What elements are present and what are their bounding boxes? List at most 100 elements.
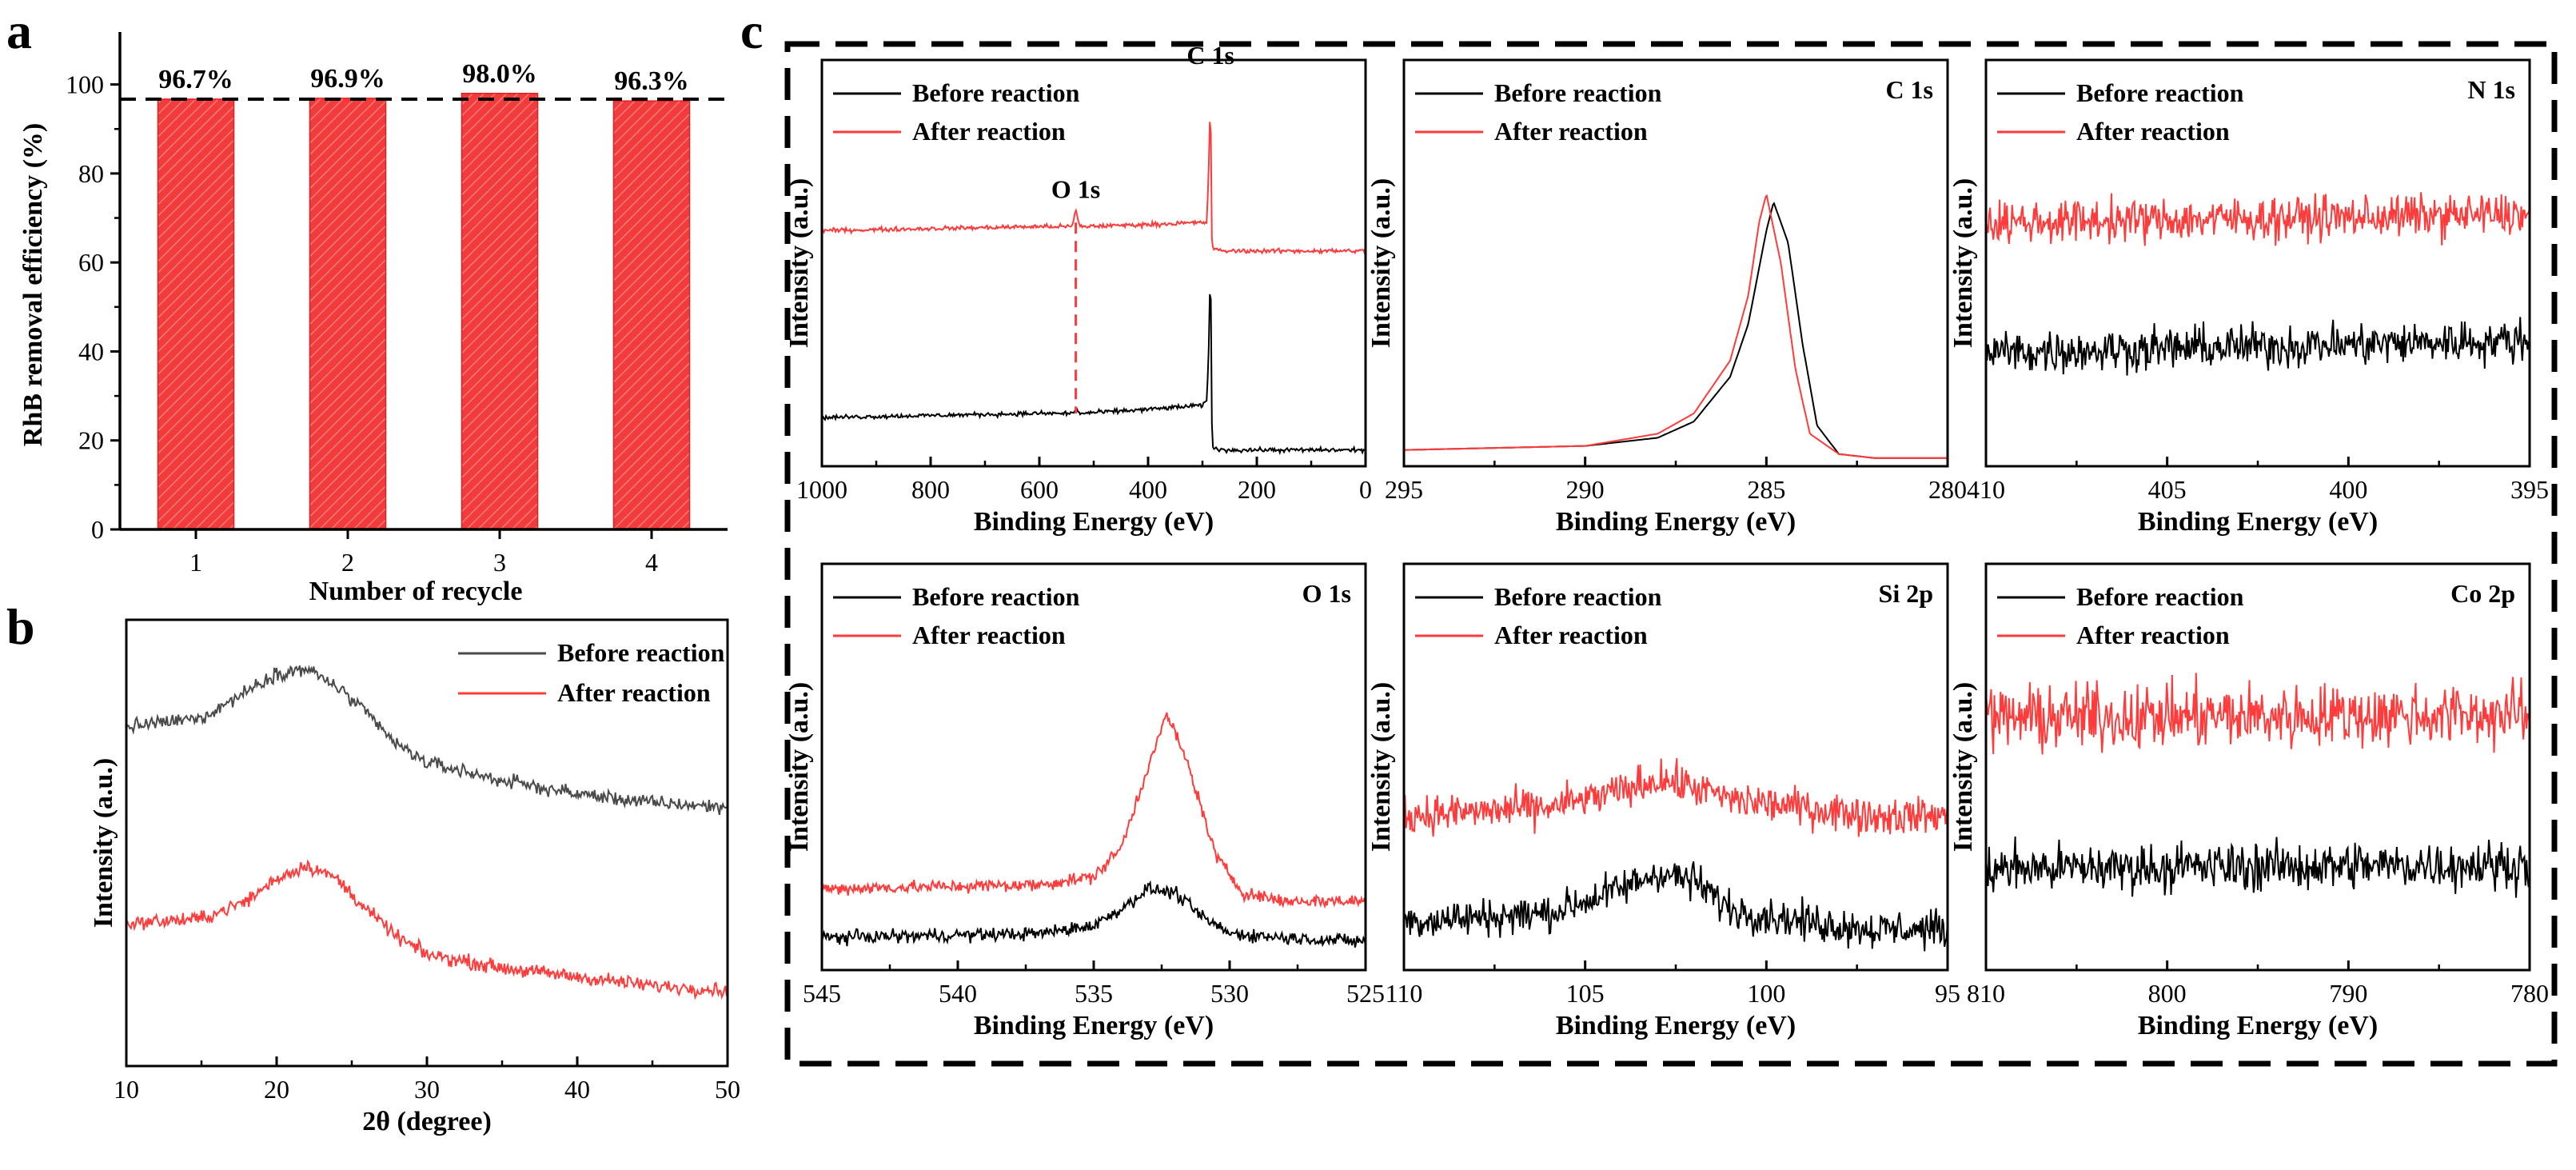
bar-value-label: 96.3% — [614, 66, 689, 96]
x-tick-label: 295 — [1385, 475, 1423, 504]
chart-c-N1s: 410 405 400 395 Binding Energy (eV) Intensity… — [1948, 58, 2549, 537]
y-axis-label: RhB removal efficiency (%) — [18, 123, 48, 446]
x-tick-label: 400 — [2329, 475, 2367, 504]
x-tick-label: 530 — [1210, 979, 1249, 1008]
legend-label-before-reaction: Before reaction — [557, 638, 725, 667]
legend-label-after-reaction: After reaction — [912, 117, 1066, 146]
x-tick-label: 405 — [2148, 475, 2187, 504]
chart-b: 10 20 30 40 50 2θ (degree) Intensity (a.u.) Bef… — [89, 618, 740, 1136]
chart-c-Co2p: 810 800 790 780 Binding Energy (eV) Intensity… — [1948, 562, 2549, 1040]
y-axis-label: Intensity (a.u.) — [1948, 682, 1978, 853]
legend-label-before-reaction: Before reaction — [1494, 582, 1662, 611]
x-tick-label: 1000 — [796, 475, 847, 504]
series-line-after-reaction — [1985, 673, 2530, 755]
x-tick-label: 100 — [1747, 979, 1785, 1008]
x-tick-label: 280 — [1928, 475, 1967, 504]
x-axis-label: Number of recycle — [309, 577, 523, 606]
x-tick-label: 540 — [939, 979, 977, 1008]
y-axis-label: Intensity (a.u.) — [1366, 178, 1396, 349]
plot-frame — [1402, 58, 1949, 468]
y-axis-label: Intensity (a.u.) — [784, 178, 814, 349]
x-tick-label: 4 — [645, 548, 658, 577]
x-axis-label: Binding Energy (eV) — [2138, 507, 2378, 537]
y-axis-label: Intensity (a.u.) — [784, 682, 814, 853]
legend-label-after-reaction: After reaction — [1494, 621, 1648, 649]
annotation-o1s: O 1s — [1051, 175, 1100, 204]
y-tick-label: 60 — [78, 248, 104, 277]
chart-c-O1s: 545 540 535 530 525 Binding Energy (eV) Intens… — [784, 562, 1385, 1040]
series-line-before-reaction — [821, 293, 1366, 456]
series-line-after-reaction — [1985, 192, 2530, 246]
x-tick-label: 535 — [1075, 979, 1113, 1008]
bar-3 — [461, 93, 539, 530]
series-line-before-reaction — [1985, 836, 2530, 898]
x-tick-label: 110 — [1386, 979, 1423, 1008]
series-line-after-reaction — [1404, 194, 1948, 459]
x-tick-label: 40 — [564, 1075, 590, 1104]
bar-2 — [309, 98, 387, 530]
series-line-after-reaction — [126, 859, 728, 1000]
legend-label-after-reaction: After reaction — [1494, 117, 1648, 146]
x-tick-label: 800 — [2148, 979, 2187, 1008]
chart-c-C1s: 295 290 285 280 Binding Energy (eV) Intensity… — [1366, 58, 1967, 537]
x-tick-label: 400 — [1129, 475, 1167, 504]
x-tick-label: 600 — [1020, 475, 1059, 504]
series-line-before-reaction — [1403, 861, 1948, 952]
y-tick-label: 40 — [78, 337, 104, 365]
y-tick-label: 100 — [66, 70, 104, 99]
legend-label-before-reaction: Before reaction — [912, 78, 1080, 107]
x-tick-label: 410 — [1967, 475, 2005, 504]
x-tick-label: 395 — [2510, 475, 2549, 504]
x-axis-label: Binding Energy (eV) — [1556, 1011, 1796, 1040]
plot-frame — [1984, 562, 2531, 972]
x-tick-label: 105 — [1566, 979, 1605, 1008]
element-label-n-1s: N 1s — [2467, 75, 2515, 104]
panel-label-c: c — [740, 2, 763, 59]
element-label-co-2p: Co 2p — [2450, 579, 2515, 608]
annotation-c1s: C 1s — [1186, 41, 1234, 70]
panel-c-dashed-border — [784, 41, 2558, 1067]
element-label-si-2p: Si 2p — [1879, 579, 1933, 608]
x-tick-label: 790 — [2329, 979, 2367, 1008]
x-tick-label: 20 — [264, 1075, 289, 1104]
x-axis-label: Binding Energy (eV) — [1556, 507, 1796, 537]
x-tick-label: 0 — [1359, 475, 1372, 504]
series-line-before-reaction — [821, 880, 1366, 948]
legend-label-before-reaction: Before reaction — [912, 582, 1080, 611]
x-axis-label: Binding Energy (eV) — [2138, 1011, 2378, 1040]
x-tick-label: 810 — [1967, 979, 2005, 1008]
series-line-after-reaction — [821, 122, 1366, 255]
legend-label-before-reaction: Before reaction — [2076, 582, 2244, 611]
y-axis-label: Intensity (a.u.) — [89, 758, 118, 928]
series-line-before-reaction — [1985, 317, 2530, 376]
y-axis-label: Intensity (a.u.) — [1948, 178, 1978, 349]
bar-value-label: 98.0% — [462, 59, 537, 89]
plot-frame — [820, 58, 1367, 468]
chart-a: 96.7%196.9%298.0%396.3%4020406080100Numb… — [18, 32, 728, 606]
plot-frame — [820, 562, 1367, 972]
bar-value-label: 96.7% — [158, 65, 233, 94]
bar-1 — [157, 98, 235, 530]
x-tick-label: 290 — [1566, 475, 1605, 504]
x-axis-label: Binding Energy (eV) — [974, 1011, 1214, 1040]
plot-frame — [1984, 58, 2531, 468]
x-tick-label: 285 — [1747, 475, 1785, 504]
x-tick-label: 545 — [803, 979, 841, 1008]
x-tick-label: 780 — [2510, 979, 2549, 1008]
element-label-o-1s: O 1s — [1302, 579, 1351, 608]
chart-c-survey: 1000 800 600 400 200 0 Binding Energy (eV) Inte… — [784, 41, 1372, 537]
x-axis-label: Binding Energy (eV) — [974, 507, 1214, 537]
legend-label-after-reaction: After reaction — [557, 678, 711, 707]
x-tick-label: 1 — [189, 548, 202, 577]
series-line-before-reaction — [126, 665, 728, 816]
x-tick-label: 3 — [493, 548, 506, 577]
panel-label-b: b — [6, 598, 35, 655]
legend-label-before-reaction: Before reaction — [2076, 78, 2244, 107]
series-line-after-reaction — [821, 712, 1366, 909]
series-line-before-reaction — [1404, 202, 1948, 459]
bar-4 — [612, 100, 691, 530]
x-tick-label: 200 — [1238, 475, 1276, 504]
x-tick-label: 800 — [911, 475, 950, 504]
chart-c-Si2p: 110 105 100 95 Binding Energy (eV) Intensity … — [1366, 562, 1960, 1040]
